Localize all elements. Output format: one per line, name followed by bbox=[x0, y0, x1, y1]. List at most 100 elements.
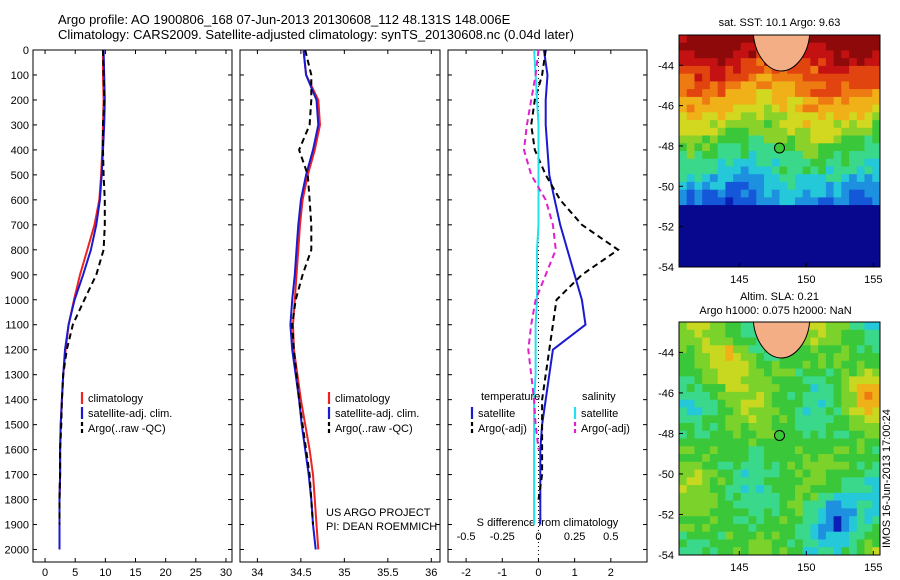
map-cell bbox=[694, 127, 703, 137]
map-cell bbox=[694, 104, 703, 113]
map-cell bbox=[717, 322, 726, 331]
map-cell bbox=[856, 368, 866, 377]
map-cell bbox=[740, 228, 750, 237]
y-tick-label: 400 bbox=[11, 145, 29, 157]
map-cell bbox=[841, 477, 850, 486]
map-cell bbox=[717, 228, 726, 237]
map-cell bbox=[764, 236, 773, 245]
map-cell bbox=[872, 415, 880, 424]
map-cell bbox=[856, 391, 866, 401]
map-cell bbox=[810, 158, 819, 167]
map-cell bbox=[849, 461, 858, 471]
map-cell bbox=[856, 112, 866, 121]
map-cell bbox=[748, 104, 757, 113]
map-cell bbox=[856, 523, 866, 533]
map-cell bbox=[702, 181, 711, 191]
map-cell bbox=[725, 508, 734, 517]
map-cell bbox=[717, 151, 726, 160]
map-cell bbox=[686, 508, 695, 517]
map-cell bbox=[810, 89, 819, 98]
map-cell bbox=[864, 384, 873, 393]
map-cell bbox=[740, 523, 750, 533]
map-cell bbox=[856, 197, 866, 206]
map-cell bbox=[856, 73, 866, 82]
map-cell bbox=[771, 508, 781, 517]
map-cell bbox=[802, 158, 811, 167]
map-cell bbox=[795, 477, 804, 486]
map-cell bbox=[740, 329, 750, 339]
map-cell bbox=[810, 399, 819, 409]
map-cell bbox=[733, 197, 742, 206]
map-cell bbox=[709, 35, 719, 44]
map-cell bbox=[825, 158, 835, 167]
map-cell bbox=[856, 329, 866, 339]
map-cell bbox=[787, 391, 796, 401]
map-cell bbox=[709, 135, 719, 144]
map-cell bbox=[849, 151, 858, 160]
map-cell bbox=[841, 112, 850, 121]
map-cell bbox=[787, 251, 796, 260]
map-cell bbox=[787, 407, 796, 416]
map-cell bbox=[694, 492, 703, 502]
map-cell bbox=[702, 531, 711, 541]
map-cell bbox=[787, 135, 796, 144]
map-cell bbox=[833, 547, 842, 555]
map-cell bbox=[771, 384, 781, 393]
map-cell bbox=[864, 143, 873, 152]
map-cell bbox=[740, 415, 750, 424]
map-cell bbox=[740, 197, 750, 206]
map-cell bbox=[818, 485, 827, 494]
map-cell bbox=[818, 212, 827, 222]
map-cell bbox=[795, 243, 804, 253]
map-cell bbox=[756, 220, 765, 229]
map-cell bbox=[756, 243, 765, 253]
map-cell bbox=[686, 368, 695, 377]
y-tick-label: 300 bbox=[11, 120, 29, 132]
map-cell bbox=[679, 438, 688, 447]
map-cell bbox=[733, 376, 742, 385]
map-cell bbox=[779, 73, 788, 82]
map-cell bbox=[679, 391, 688, 401]
map-cell bbox=[702, 516, 711, 525]
map-cell bbox=[679, 516, 688, 525]
map-cell bbox=[872, 127, 880, 137]
map-cell bbox=[740, 135, 750, 144]
map-cell bbox=[709, 329, 719, 339]
map-cell bbox=[771, 135, 781, 144]
map-cell bbox=[771, 500, 781, 509]
x-tick-label: -2 bbox=[461, 567, 471, 579]
map-cell bbox=[686, 58, 695, 67]
map-cell bbox=[849, 205, 858, 214]
map-cell bbox=[849, 407, 858, 416]
map-cell bbox=[709, 399, 719, 409]
map-cell bbox=[756, 251, 765, 260]
map-cell bbox=[694, 547, 703, 555]
map-cell bbox=[679, 345, 688, 354]
map-cell bbox=[717, 73, 726, 82]
map-cell bbox=[810, 112, 819, 121]
map-cell bbox=[740, 220, 750, 229]
map-cell bbox=[779, 205, 788, 214]
map-cell bbox=[802, 212, 811, 222]
map-cell bbox=[795, 104, 804, 113]
map-cell bbox=[802, 492, 811, 502]
map-cell bbox=[725, 531, 734, 541]
header-line-1: Argo profile: AO 1900806_168 07-Jun-2013… bbox=[58, 12, 511, 27]
map-cell bbox=[779, 547, 788, 555]
map-cell bbox=[694, 205, 703, 214]
map-cell bbox=[709, 81, 719, 90]
map-cell bbox=[694, 181, 703, 191]
map-cell bbox=[694, 120, 703, 129]
map-cell bbox=[709, 189, 719, 198]
map-cell bbox=[764, 220, 773, 229]
map-cell bbox=[795, 391, 804, 401]
map-cell bbox=[802, 127, 811, 137]
map-cell bbox=[679, 89, 688, 98]
map-cell bbox=[833, 174, 842, 183]
map-cell bbox=[694, 50, 703, 59]
map-cell bbox=[841, 384, 850, 393]
map-cell bbox=[810, 384, 819, 393]
x-tick-label: 30 bbox=[220, 567, 232, 579]
map-cell bbox=[856, 89, 866, 98]
map-cell bbox=[717, 461, 726, 471]
